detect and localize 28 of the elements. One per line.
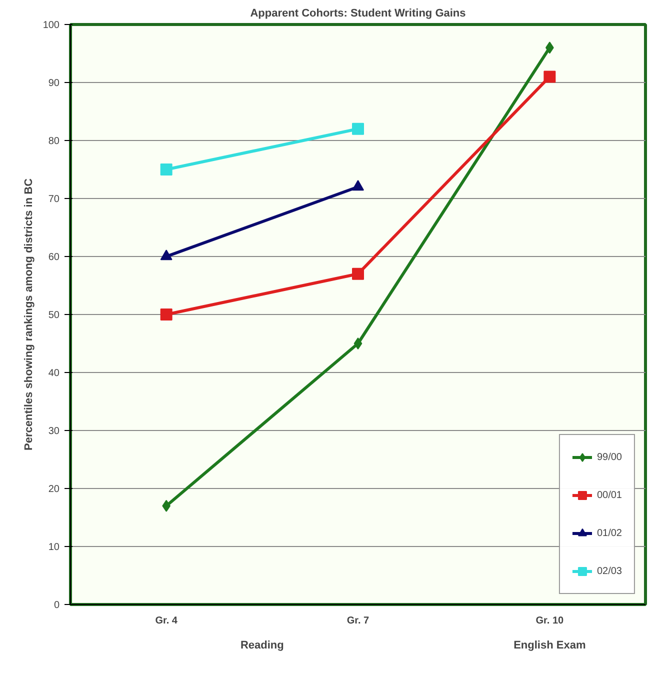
text: English Exam (514, 640, 586, 652)
point (160, 308, 172, 320)
x-tick-label: Gr. 7 (346, 616, 370, 626)
point (544, 70, 556, 83)
legend-label: 01/02 (596, 528, 622, 538)
y-axis-title: Percentiles showing rankings among districts in BC (22, 178, 35, 450)
y-tick-label: 70 (48, 194, 60, 205)
point (354, 338, 362, 350)
chart-title: Apparent Cohorts: Student Writing Gains (250, 8, 466, 20)
y-tick-label: 50 (48, 310, 60, 321)
x-tick-label: Gr. 4 (155, 616, 178, 626)
y-tick-label: 20 (48, 484, 60, 495)
point (160, 164, 172, 176)
x-tick-label: Gr. 10 (536, 616, 564, 626)
point (352, 122, 364, 135)
legend-label: 02/03 (596, 566, 622, 576)
y-tick-label: 40 (48, 368, 60, 379)
y-tick-label: 0 (54, 600, 60, 611)
point (352, 268, 364, 280)
y-tick-label: 90 (48, 78, 60, 89)
y-tick-label: 10 (48, 542, 60, 553)
y-tick-label: 60 (48, 252, 60, 263)
y-tick-label: 30 (48, 426, 60, 437)
text: Reading (240, 640, 284, 652)
legend-label: 99/00 (596, 452, 622, 462)
legend-label: 00/01 (596, 490, 622, 500)
y-tick-label: 80 (48, 136, 60, 147)
y-tick-label: 100 (42, 20, 60, 31)
